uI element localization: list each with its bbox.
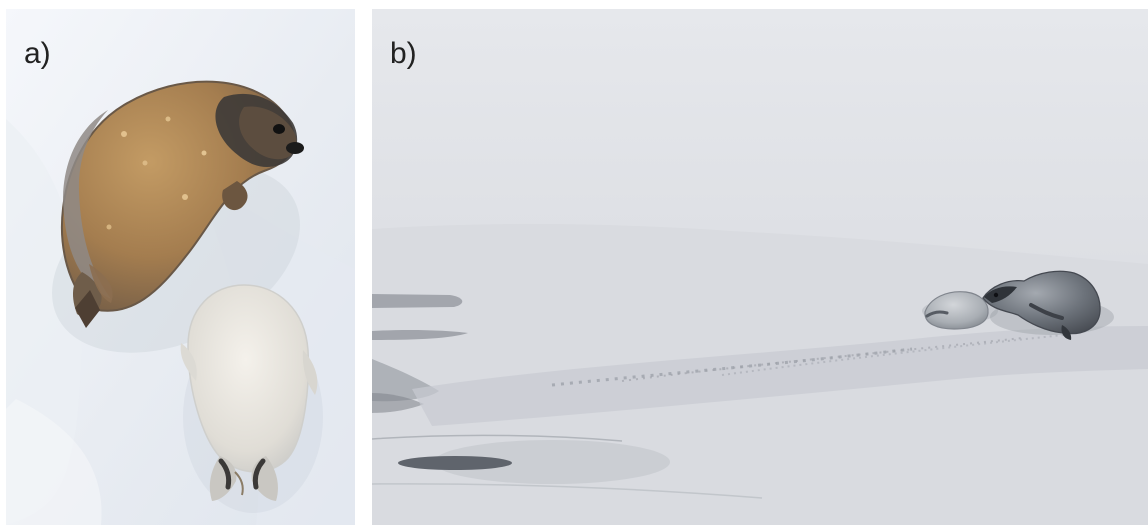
seal-mother-and-pup-photo (6, 9, 355, 525)
panel-label-b: b) (390, 37, 417, 70)
gray-adult-seal (982, 270, 1114, 340)
photo-panel-a: a) (6, 9, 355, 525)
white-pup (180, 284, 323, 513)
panel-label-a: a) (24, 37, 51, 70)
photo-panel-b: b) (372, 9, 1148, 525)
gray-pup (922, 291, 998, 330)
seals-on-ice-photo (372, 9, 1148, 525)
